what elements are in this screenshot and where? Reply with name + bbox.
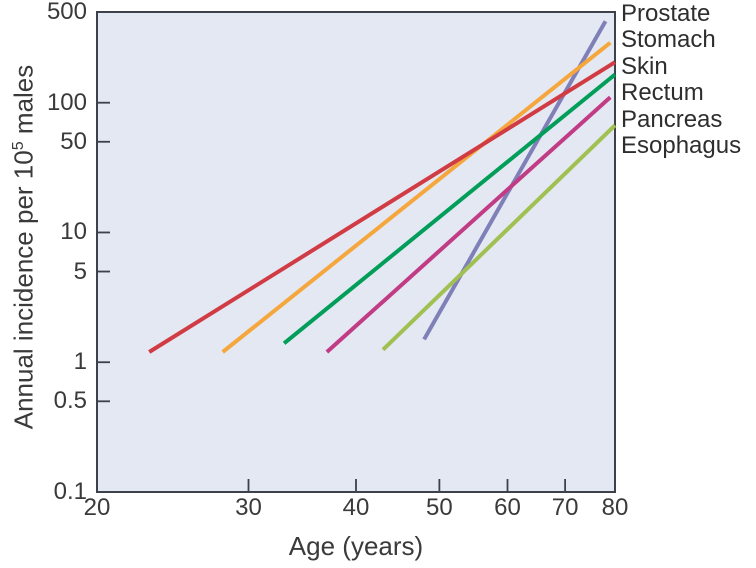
legend-label-rectum: Rectum — [621, 79, 704, 107]
y-tick-label-0.5: 0.5 — [53, 387, 87, 415]
y-tick-label-0.1: 0.1 — [53, 478, 87, 505]
x-tick-label-60: 60 — [494, 494, 521, 521]
y-tick-label-100: 100 — [46, 88, 87, 116]
series-line-pancreas — [325, 95, 612, 354]
y-tick-label-500: 500 — [46, 0, 87, 25]
series-line-stomach — [221, 41, 612, 354]
y-tick-label-5: 5 — [73, 257, 87, 285]
legend-label-pancreas: Pancreas — [621, 105, 723, 133]
y-tick-label-10: 10 — [60, 218, 87, 246]
plot-frame — [96, 11, 616, 493]
x-tick-label-70: 70 — [551, 494, 579, 521]
x-tick-label-80: 80 — [601, 494, 629, 521]
legend-label-prostate: Prostate — [621, 0, 711, 27]
x-axis-label: Age (years) — [288, 531, 424, 561]
series-line-rectum — [282, 72, 617, 345]
y-tick-label-1: 1 — [73, 348, 87, 376]
series-line-prostate — [422, 20, 608, 341]
series-line-skin — [148, 60, 617, 354]
x-tick-label-20: 20 — [83, 494, 111, 521]
legend-label-esophagus: Esophagus — [621, 131, 742, 159]
series-line-esophagus — [381, 123, 617, 352]
legend-label-skin: Skin — [621, 52, 668, 80]
legend-label-stomach: Stomach — [621, 26, 716, 54]
x-tick-label-40: 40 — [342, 494, 370, 521]
series-legend: Prostate Stomach Skin Rectum Pancreas Esophag… — [621, 0, 742, 159]
x-tick-label-30: 30 — [235, 494, 262, 521]
x-tick-label-50: 50 — [426, 494, 453, 521]
y-tick-label-50: 50 — [60, 127, 87, 155]
